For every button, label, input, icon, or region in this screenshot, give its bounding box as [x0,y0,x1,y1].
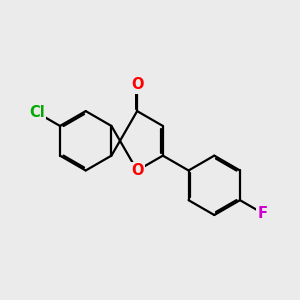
Text: O: O [131,77,143,92]
Text: Cl: Cl [29,105,45,120]
Text: F: F [258,206,268,221]
Text: O: O [131,163,143,178]
